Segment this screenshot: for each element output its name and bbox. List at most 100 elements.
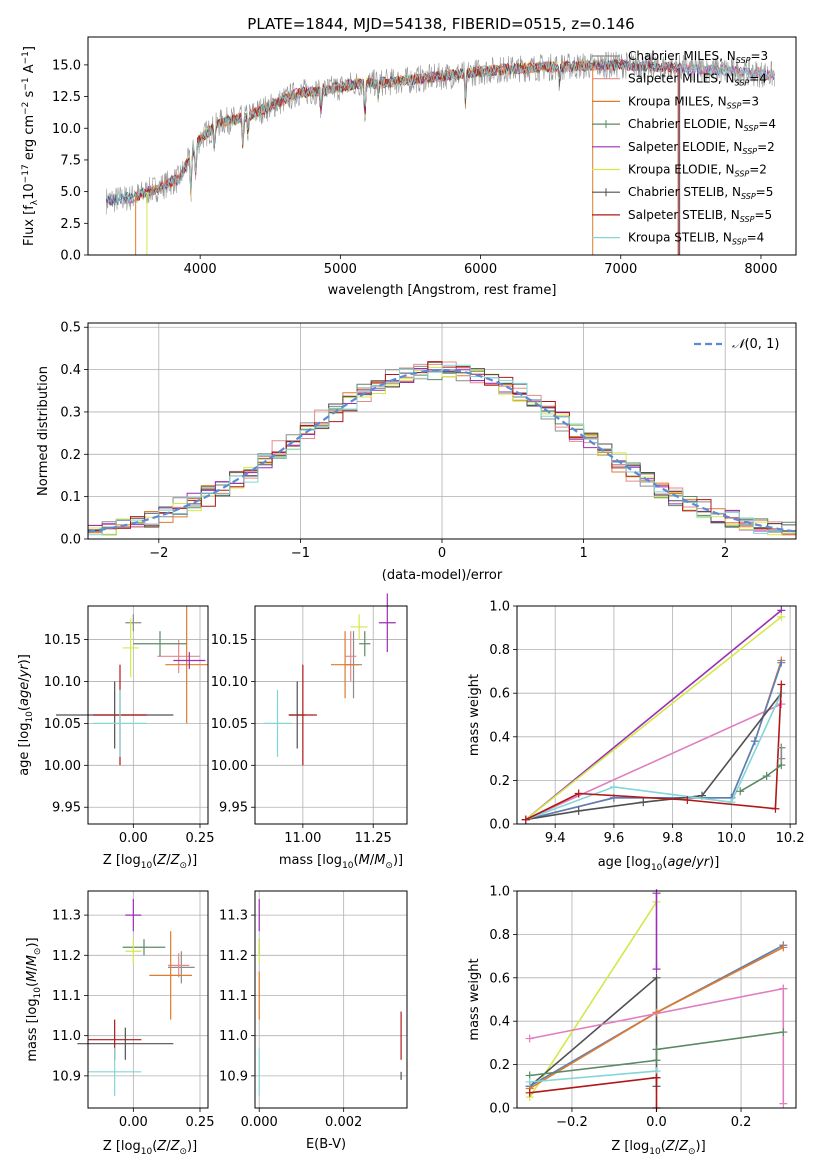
errorbar-kroupa-stelib: [88, 1047, 142, 1096]
y-tick-label: 0.5: [60, 321, 81, 336]
spectrum-frame: 4000 5000 6000 7000 8000 0.0 2.5 5.0 7.5 10.0 12.5…: [21, 36, 797, 298]
x-tick-label: 0.2: [731, 1115, 752, 1130]
y-tick-label: 10.15: [211, 633, 248, 648]
x-tick-label: 2: [721, 546, 729, 561]
errorbar-kroupa-elodie: [350, 614, 368, 640]
legend-label: Kroupa STELIB, NSSP=4: [628, 231, 764, 247]
point-marker: [525, 1077, 534, 1086]
series-line: [529, 1031, 784, 1077]
y-tick-label: 15.0: [52, 58, 81, 73]
x-axis-label: mass [log10(M/M⊙)]: [279, 853, 403, 871]
x-tick-label: 11.00: [284, 831, 321, 846]
errorbar-chabrier-elodie: [133, 631, 187, 657]
y-tick-label: 10.10: [44, 675, 81, 690]
legend-label: Chabrier MILES, NSSP=3: [628, 49, 768, 65]
y-axis-label: mass [log10(M/M⊙)]: [25, 937, 43, 1061]
errorbar-chabrier-stelib: [77, 1027, 174, 1060]
x-tick-label: 0.00: [119, 1115, 148, 1130]
y-tick-label: 1.0: [489, 600, 510, 615]
x-tick-label: 11.25: [355, 831, 392, 846]
y-tick-label: 10.0: [52, 122, 81, 137]
point-marker: [652, 1073, 661, 1082]
mass_vs_Z-frame: 0.00 0.25 10.9 11.0 11.1 11.2 11.3 Z [log10(Z/Z…: [25, 890, 214, 1157]
errorbar-salpeter-elodie: [378, 593, 396, 653]
y-axis-label: Normed distribution: [36, 366, 51, 496]
y-tick-label: 5.0: [60, 185, 81, 200]
gaussian-reference-curve: [87, 368, 797, 533]
x-tick-label: 9.4: [545, 831, 566, 846]
age_vs_mass-frame: 11.00 11.25 9.95 10.00 10.05 10.10 10.15 mass […: [211, 605, 408, 871]
x-tick-label: 7000: [604, 262, 637, 277]
point-marker: [639, 798, 648, 807]
y-tick-label: 9.95: [219, 801, 248, 816]
x-tick-label: 6000: [464, 262, 497, 277]
series-line: [525, 692, 783, 821]
point-marker: [652, 965, 661, 974]
y-tick-label: 12.5: [52, 90, 81, 105]
mass_vs_ebv-frame: 0.000 0.002 10.9 11.0 11.1 11.2 11.3 E(B-V): [219, 890, 408, 1152]
weight_vs_Z-panel: −0.2 0.0 0.2 0.0 0.2 0.4 0.6 0.8 1.0 Z [log10(Z/Z…: [467, 885, 797, 1157]
legend-label: Salpeter MILES, NSSP=4: [628, 72, 767, 88]
spectrum-legend: Chabrier MILES, NSSP=3 Salpeter MILES, NS…: [592, 49, 776, 247]
legend-label: Chabrier ELODIE, NSSP=4: [628, 117, 776, 133]
y-axis-label: age [log10(age/yr)]: [17, 654, 35, 776]
weight_vs_age-marks: [521, 606, 786, 824]
axes-frame: [254, 890, 408, 1109]
mass_vs_Z-panel: 0.00 0.25 10.9 11.0 11.1 11.2 11.3 Z [log10(Z/Z…: [25, 890, 214, 1157]
axes-frame: [87, 890, 209, 1109]
y-tick-label: 10.15: [44, 633, 81, 648]
y-tick-label: 0.8: [489, 928, 510, 943]
errorbar-salpeter-elodie: [173, 652, 206, 669]
legend-label: Salpeter STELIB, NSSP=5: [628, 208, 772, 224]
point-marker: [652, 1045, 661, 1054]
errorbar-kroupa-stelib: [93, 689, 147, 757]
y-axis-label: Flux [fλ10−17 erg cm−2 s−1 A−1]: [21, 46, 40, 246]
mass_vs_ebv-marks: [258, 899, 402, 1096]
y-tick-label: 0.0: [489, 818, 510, 833]
point-marker: [777, 612, 786, 621]
residual-legend: 𝒩(0, 1): [694, 337, 779, 352]
series-salpeter-elodie: [652, 889, 661, 974]
y-tick-label: 0.2: [60, 448, 81, 463]
errorbar-kroupa-stelib: [263, 689, 292, 757]
legend-label: Chabrier STELIB, NSSP=5: [628, 185, 773, 201]
x-tick-label: 1: [579, 546, 587, 561]
y-tick-label: 10.9: [219, 1069, 248, 1084]
x-tick-label: 0: [438, 546, 446, 561]
spectrum-line-kroupa-stelib: [105, 59, 775, 205]
spectrum-panel: 4000 5000 6000 7000 8000 0.0 2.5 5.0 7.5 10.0 12.5…: [21, 36, 797, 298]
point-marker: [779, 943, 788, 952]
point-marker: [525, 1034, 534, 1043]
legend-label: Salpeter ELODIE, NSSP=2: [628, 140, 775, 156]
errorbar-salpeter-elodie: [125, 899, 142, 932]
y-tick-label: 10.9: [52, 1069, 81, 1084]
point-marker: [574, 789, 583, 798]
point-marker: [736, 787, 745, 796]
y-tick-label: 0.0: [60, 533, 81, 548]
weight_vs_age-panel: 9.4 9.6 9.8 10.0 10.2 0.0 0.2 0.4 0.6 0.8 1.0 age […: [467, 600, 805, 874]
y-tick-label: 10.05: [211, 717, 248, 732]
x-tick-label: 4000: [184, 262, 217, 277]
x-tick-label: 0.000: [241, 1115, 278, 1130]
point-marker: [779, 984, 788, 993]
point-marker: [525, 1088, 534, 1097]
y-tick-label: 11.3: [219, 909, 248, 924]
weight_vs_age-frame: 9.4 9.6 9.8 10.0 10.2 0.0 0.2 0.4 0.6 0.8 1.0 age […: [467, 600, 805, 874]
x-tick-label: 8000: [744, 262, 777, 277]
point-marker: [777, 658, 786, 667]
series-line: [525, 703, 782, 821]
point-marker: [750, 737, 759, 746]
mass_vs_Z-grid: [88, 891, 208, 1108]
spectrum-marks: [105, 51, 775, 255]
residuals-marks: [87, 361, 797, 536]
x-tick-label: −0.2: [556, 1115, 588, 1130]
errorbar-kroupa-miles: [331, 631, 360, 699]
y-tick-label: 11.1: [219, 989, 248, 1004]
y-tick-label: 0.2: [489, 1058, 510, 1073]
hist-step-salpeter-stelib: [88, 361, 796, 531]
point-marker: [777, 700, 786, 709]
residuals-frame: −2 −1 0 1 2 0.0 0.1 0.2 0.3 0.4 0.5 (data-model)/er…: [36, 321, 797, 583]
x-tick-label: 0.0: [646, 1115, 667, 1130]
y-tick-label: 10.00: [211, 759, 248, 774]
series-line: [529, 987, 784, 1040]
